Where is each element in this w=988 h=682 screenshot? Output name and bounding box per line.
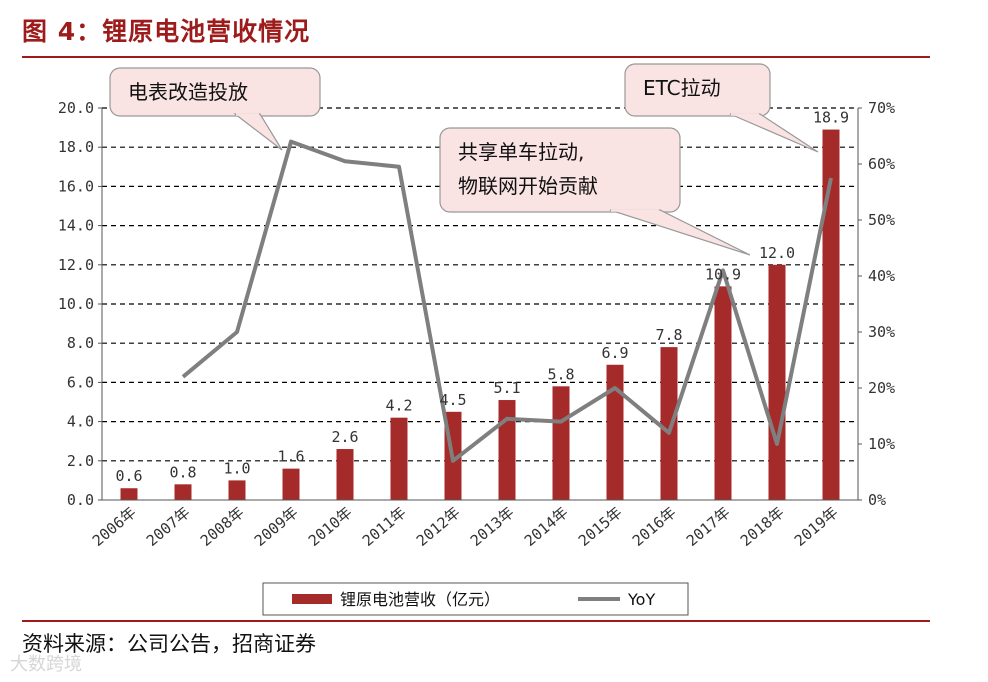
legend-label-bar: 锂原电池营收（亿元）: [340, 590, 500, 609]
y-right-tick-label: 10%: [868, 435, 895, 453]
y-right-tick-label: 20%: [868, 379, 895, 397]
bar-series: [120, 129, 840, 500]
callout-pointer: [233, 113, 283, 151]
bar-value-label: 4.5: [439, 391, 466, 409]
x-tick-label: 2007年: [143, 503, 194, 550]
bar: [228, 480, 246, 500]
x-tick-label: 2006年: [89, 503, 140, 550]
x-tick-label: 2015年: [575, 503, 626, 550]
bar-value-label: 1.0: [223, 459, 250, 477]
bar-value-label: 5.8: [547, 365, 574, 383]
bar-value-label: 18.9: [813, 109, 849, 127]
bar: [120, 488, 138, 500]
x-tick-label: 2009年: [251, 503, 302, 550]
legend-swatch-bar: [292, 594, 332, 604]
x-tick-label: 2018年: [737, 503, 788, 550]
x-tick-label: 2011年: [359, 503, 410, 550]
callout-box: [439, 127, 681, 213]
x-tick-label: 2012年: [413, 503, 464, 550]
bar-value-label: 7.8: [655, 326, 682, 344]
source-note: 资料来源：公司公告，招商证券: [22, 632, 316, 656]
y-right-tick-label: 30%: [868, 323, 895, 341]
y-left-tick-label: 6.0: [67, 373, 94, 391]
bar: [822, 129, 840, 500]
bar-value-label: 2.6: [331, 428, 358, 446]
y-left-tick-label: 18.0: [58, 138, 94, 156]
bar: [498, 400, 516, 500]
figure-title: 图 4：锂原电池营收情况: [22, 17, 311, 46]
callout-text: 物联网开始贡献: [458, 174, 598, 198]
bar-value-label: 10.9: [705, 265, 741, 283]
y-left-tick-label: 4.0: [67, 413, 94, 431]
y-right-tick-label: 40%: [868, 267, 895, 285]
watermark: 大数跨境: [10, 654, 82, 675]
y-right-tick-label: 60%: [868, 155, 895, 173]
data-labels: 0.6 0.8 1.0 1.6 2.6 4.2 4.5 5.1 5.8 6.9 7.8 10.9 12.…: [115, 109, 849, 486]
callout-box: [109, 67, 321, 117]
x-tick-label: 2014年: [521, 503, 572, 550]
x-tick-label: 2017年: [683, 503, 734, 550]
y-right-tick-label: 0%: [868, 491, 886, 509]
y-left-tick-label: 10.0: [58, 295, 94, 313]
x-tick-label: 2016年: [629, 503, 680, 550]
bar: [606, 364, 624, 500]
yoy-line: [181, 139, 833, 463]
y-left-tick-label: 8.0: [67, 334, 94, 352]
title-rule: [22, 56, 930, 58]
legend-label-line: YoY: [627, 590, 655, 609]
callout-pointer: [729, 113, 819, 153]
bar-value-label: 0.8: [169, 463, 196, 481]
legend: 锂原电池营收（亿元） YoY: [262, 582, 689, 616]
y-left-tick-label: 16.0: [58, 177, 94, 195]
x-tick-label: 2008年: [197, 503, 248, 550]
bar: [336, 449, 354, 500]
bar: [174, 484, 192, 500]
callout-text: 电表改造投放: [128, 80, 248, 104]
y-right-tick-label: 70%: [868, 99, 895, 117]
bar-value-label: 5.1: [493, 379, 520, 397]
bar: [660, 347, 678, 500]
y-left-tick-label: 12.0: [58, 256, 94, 274]
y-left-tick-label: 20.0: [58, 99, 94, 117]
bar: [282, 468, 300, 500]
bar: [768, 264, 786, 500]
callout-pointer: [609, 209, 751, 256]
bar: [390, 417, 408, 500]
y-left-tick-label: 0.0: [67, 491, 94, 509]
y-right-tick-label: 50%: [868, 211, 895, 229]
x-tick-label: 2010年: [305, 503, 356, 550]
x-tick-label: 2019年: [791, 503, 842, 550]
callout-text: 共享单车拉动,: [458, 140, 584, 164]
y-left-tick-label: 14.0: [58, 217, 94, 235]
bar: [714, 286, 732, 500]
bar: [552, 386, 570, 500]
callout-text: ETC拉动: [643, 76, 721, 100]
bar-value-label: 0.6: [115, 467, 142, 485]
source-rule: [22, 620, 930, 622]
bar-value-label: 4.2: [385, 397, 412, 415]
x-tick-label: 2013年: [467, 503, 518, 550]
bar-value-label: 6.9: [601, 344, 628, 362]
y-left-tick-label: 2.0: [67, 452, 94, 470]
bar-value-label: 12.0: [759, 244, 795, 262]
line-series: [181, 139, 833, 463]
callout-box: [624, 63, 771, 117]
bar-value-label: 1.6: [277, 448, 304, 466]
